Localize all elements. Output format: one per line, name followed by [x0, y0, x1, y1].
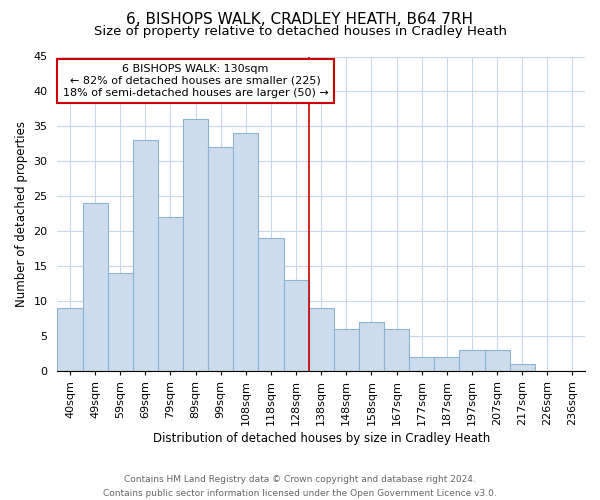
Bar [158, 218, 183, 371]
Bar [183, 120, 208, 371]
Text: Size of property relative to detached houses in Cradley Heath: Size of property relative to detached ho… [94, 25, 506, 38]
Bar [58, 308, 83, 371]
Bar [233, 134, 259, 371]
Bar [409, 357, 434, 371]
Bar [460, 350, 485, 371]
X-axis label: Distribution of detached houses by size in Cradley Heath: Distribution of detached houses by size … [152, 432, 490, 445]
Bar [259, 238, 284, 371]
Text: 6, BISHOPS WALK, CRADLEY HEATH, B64 7RH: 6, BISHOPS WALK, CRADLEY HEATH, B64 7RH [127, 12, 473, 28]
Bar [107, 273, 133, 371]
Bar [334, 329, 359, 371]
Bar [208, 148, 233, 371]
Bar [83, 204, 107, 371]
Bar [485, 350, 509, 371]
Bar [284, 280, 308, 371]
Bar [133, 140, 158, 371]
Bar [434, 357, 460, 371]
Text: 6 BISHOPS WALK: 130sqm
← 82% of detached houses are smaller (225)
18% of semi-de: 6 BISHOPS WALK: 130sqm ← 82% of detached… [63, 64, 328, 98]
Bar [509, 364, 535, 371]
Text: Contains HM Land Registry data © Crown copyright and database right 2024.
Contai: Contains HM Land Registry data © Crown c… [103, 476, 497, 498]
Bar [359, 322, 384, 371]
Bar [308, 308, 334, 371]
Y-axis label: Number of detached properties: Number of detached properties [15, 121, 28, 307]
Bar [384, 329, 409, 371]
